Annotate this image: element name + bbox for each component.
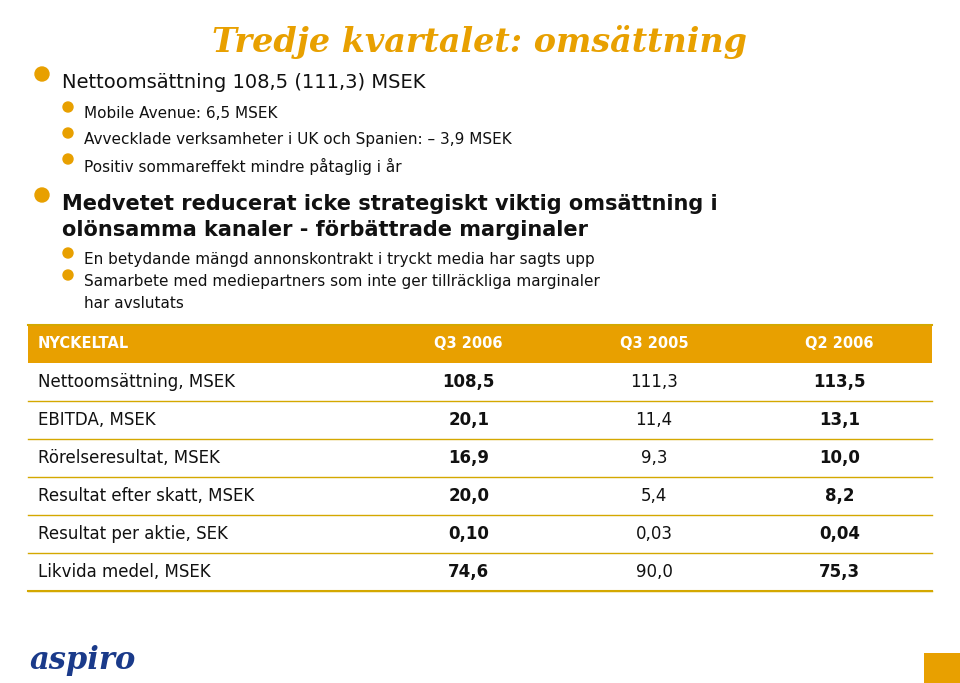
Bar	[28, 439, 932, 477]
Text: Rörelseresultat, MSEK: Rörelseresultat, MSEK	[38, 449, 220, 467]
Bar	[28, 363, 932, 401]
Text: 75,3: 75,3	[819, 563, 860, 581]
Text: aspiro: aspiro	[30, 645, 136, 676]
Text: 9,3: 9,3	[640, 449, 667, 467]
Text: Tredje kvartalet: omsättning: Tredje kvartalet: omsättning	[212, 25, 748, 59]
Text: 5,4: 5,4	[641, 487, 667, 505]
Text: har avslutats: har avslutats	[84, 296, 184, 311]
Text: Q3 2005: Q3 2005	[620, 337, 688, 352]
Text: Q2 2006: Q2 2006	[805, 337, 874, 352]
Circle shape	[63, 154, 73, 164]
Bar	[28, 401, 932, 439]
Text: 0,04: 0,04	[819, 525, 860, 543]
Text: 10,0: 10,0	[819, 449, 860, 467]
Circle shape	[63, 248, 73, 258]
Text: Resultat per aktie, SEK: Resultat per aktie, SEK	[38, 525, 228, 543]
Circle shape	[63, 128, 73, 138]
Text: 0,03: 0,03	[636, 525, 673, 543]
Text: En betydande mängd annonskontrakt i tryckt media har sagts upp: En betydande mängd annonskontrakt i tryc…	[84, 252, 595, 267]
Text: Positiv sommareffekt mindre påtaglig i år: Positiv sommareffekt mindre påtaglig i å…	[84, 158, 401, 175]
Text: 111,3: 111,3	[630, 373, 678, 391]
Text: 0,10: 0,10	[448, 525, 490, 543]
Text: Mobile Avenue: 6,5 MSEK: Mobile Avenue: 6,5 MSEK	[84, 106, 277, 121]
Text: 8,2: 8,2	[825, 487, 854, 505]
Text: 74,6: 74,6	[448, 563, 490, 581]
Text: 5: 5	[936, 659, 948, 677]
Text: Samarbete med mediepartners som inte ger tillräckliga marginaler: Samarbete med mediepartners som inte ger…	[84, 274, 600, 289]
Bar	[28, 515, 932, 553]
Text: 13,1: 13,1	[819, 411, 860, 429]
Text: 113,5: 113,5	[813, 373, 866, 391]
Text: 11,4: 11,4	[636, 411, 673, 429]
Text: Q3 2006: Q3 2006	[435, 337, 503, 352]
Text: Nettoomsättning 108,5 (111,3) MSEK: Nettoomsättning 108,5 (111,3) MSEK	[62, 73, 425, 92]
Circle shape	[35, 188, 49, 202]
Circle shape	[35, 67, 49, 81]
Text: 108,5: 108,5	[443, 373, 495, 391]
Text: EBITDA, MSEK: EBITDA, MSEK	[38, 411, 156, 429]
Bar	[28, 325, 932, 363]
Text: 16,9: 16,9	[448, 449, 490, 467]
Text: olönsamma kanaler - förbättrade marginaler: olönsamma kanaler - förbättrade marginal…	[62, 220, 588, 240]
Bar	[28, 477, 932, 515]
Circle shape	[63, 270, 73, 280]
Text: 20,0: 20,0	[448, 487, 490, 505]
Text: Avvecklade verksamheter i UK och Spanien: – 3,9 MSEK: Avvecklade verksamheter i UK och Spanien…	[84, 132, 512, 147]
Text: Resultat efter skatt, MSEK: Resultat efter skatt, MSEK	[38, 487, 254, 505]
Bar	[924, 653, 960, 683]
Text: 90,0: 90,0	[636, 563, 672, 581]
Text: NYCKELTAL: NYCKELTAL	[38, 337, 130, 352]
Text: Medvetet reducerat icke strategiskt viktig omsättning i: Medvetet reducerat icke strategiskt vikt…	[62, 194, 718, 214]
Text: Likvida medel, MSEK: Likvida medel, MSEK	[38, 563, 210, 581]
Text: Nettoomsättning, MSEK: Nettoomsättning, MSEK	[38, 373, 235, 391]
Text: 20,1: 20,1	[448, 411, 490, 429]
Bar	[28, 553, 932, 591]
Circle shape	[63, 102, 73, 112]
